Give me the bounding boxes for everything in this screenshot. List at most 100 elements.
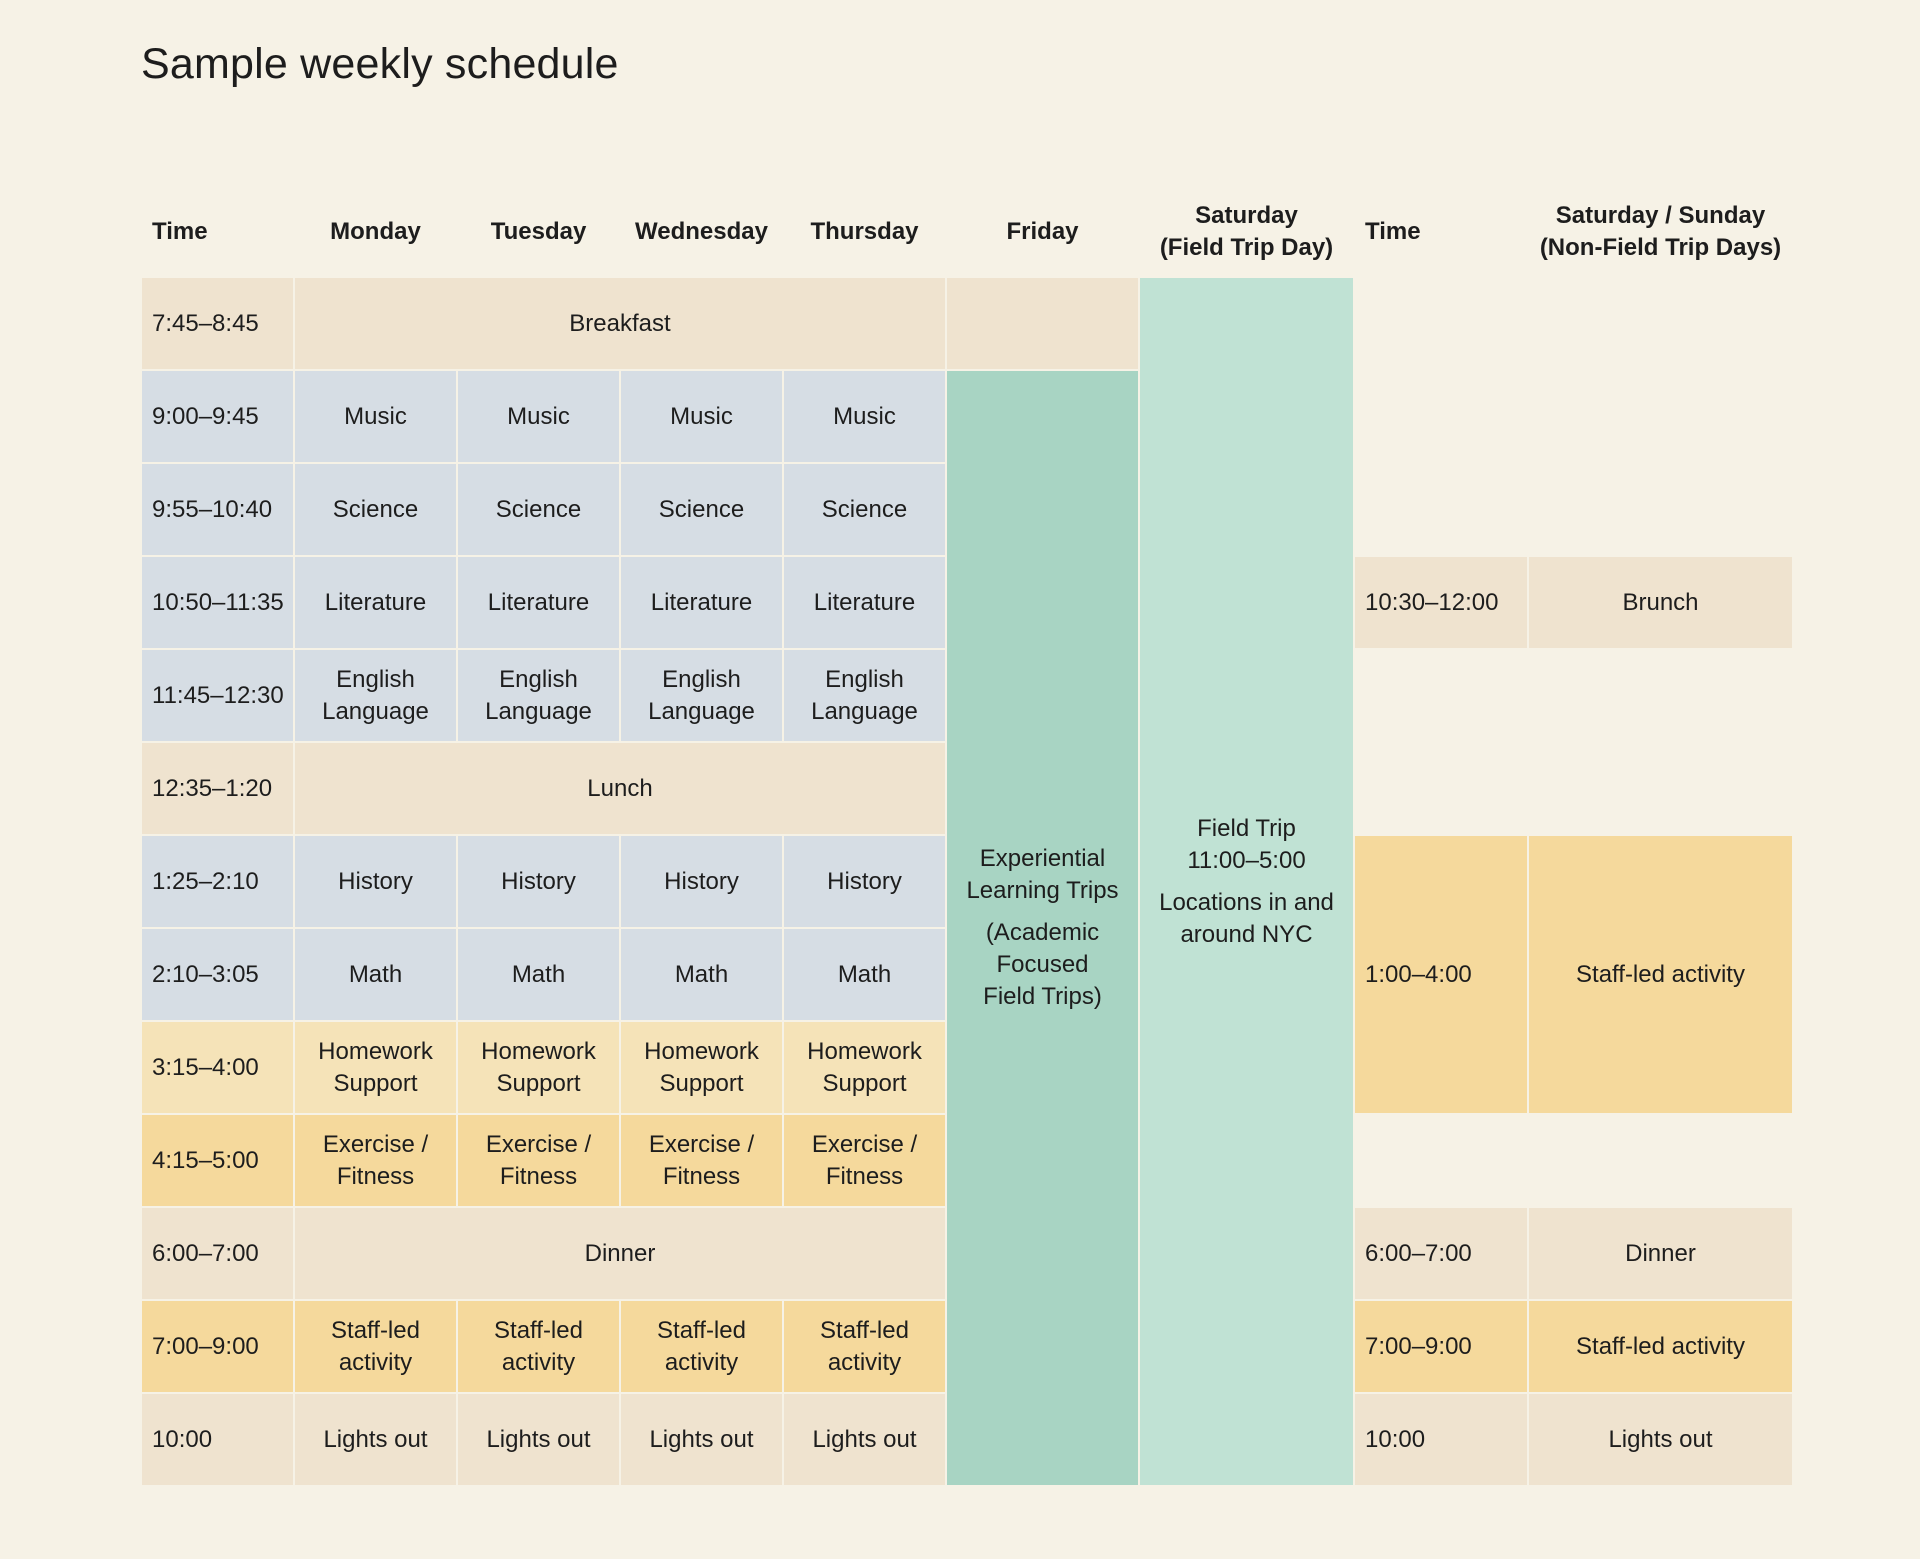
weekend-time-cell: 1:00–4:00 — [1355, 836, 1527, 1113]
schedule-cell: Lights out — [458, 1394, 619, 1485]
time-cell: 6:00–7:00 — [142, 1208, 293, 1299]
time-cell: 9:00–9:45 — [142, 371, 293, 462]
schedule-cell-line: Homework — [807, 1037, 922, 1065]
weekend-activity-cell: Lights out — [1529, 1394, 1792, 1485]
schedule-cell-line: activity — [664, 1348, 739, 1376]
time-cell: 9:55–10:40 — [142, 464, 293, 555]
breakfast-cell: Breakfast — [295, 278, 945, 369]
schedule-cell-line: Language — [648, 697, 755, 725]
schedule-cell-line: activity — [338, 1348, 413, 1376]
schedule-cell: Staff-led activity — [621, 1301, 782, 1392]
schedule-cell-line: Homework — [318, 1037, 433, 1065]
schedule-cell: Literature — [295, 557, 456, 648]
header-weekend: Saturday / Sunday (Non-Field Trip Days) — [1529, 184, 1792, 276]
friday-line4: Focused — [996, 951, 1089, 978]
schedule-cell: Staff-led activity — [295, 1301, 456, 1392]
schedule-cell: Staff-led activity — [784, 1301, 945, 1392]
header-saturday-line2: (Field Trip Day) — [1159, 234, 1334, 261]
schedule-cell: Science — [784, 464, 945, 555]
friday-line3: (Academic — [985, 919, 1100, 946]
schedule-cell-line: activity — [827, 1348, 902, 1376]
schedule-cell-line: Support — [822, 1069, 907, 1097]
schedule-cell: Homework Support — [458, 1022, 619, 1113]
schedule-cell-line: Exercise / — [322, 1130, 429, 1158]
schedule-cell: History — [458, 836, 619, 927]
schedule-cell: Literature — [784, 557, 945, 648]
page-title: Sample weekly schedule — [141, 40, 619, 88]
friday-line1: Experiential — [979, 845, 1106, 872]
schedule-cell-line: Fitness — [825, 1162, 904, 1190]
schedule-cell: Homework Support — [621, 1022, 782, 1113]
header-tuesday: Tuesday — [490, 218, 587, 245]
time-cell: 11:45–12:30 — [142, 650, 293, 741]
schedule-cell: History — [784, 836, 945, 927]
weekend-activity-cell: Staff-led activity — [1529, 1301, 1792, 1392]
header-saturday: Saturday (Field Trip Day) — [1140, 184, 1353, 276]
schedule-cell: Math — [784, 929, 945, 1020]
schedule-cell: Science — [295, 464, 456, 555]
schedule-cell: Science — [621, 464, 782, 555]
saturday-line4: around NYC — [1180, 920, 1313, 948]
schedule-cell: Homework Support — [295, 1022, 456, 1113]
saturday-line1: Field Trip — [1197, 814, 1296, 842]
header-weekend-line1: Saturday / Sunday — [1555, 202, 1766, 229]
weekend-time-cell: 10:30–12:00 — [1355, 557, 1527, 648]
header-monday: Monday — [330, 218, 421, 245]
weekend-time-cell: 6:00–7:00 — [1355, 1208, 1527, 1299]
time-cell: 10:00 — [142, 1394, 293, 1485]
schedule-cell: Science — [458, 464, 619, 555]
schedule-cell: Staff-led activity — [458, 1301, 619, 1392]
schedule-cell-line: Staff-led — [820, 1316, 909, 1344]
weekend-time-cell: 10:00 — [1355, 1394, 1527, 1485]
schedule-cell-line: Language — [322, 697, 429, 725]
header-thursday: Thursday — [810, 218, 919, 245]
saturday-field-trip: Field Trip 11:00–5:00 Locations in and a… — [1140, 278, 1353, 1485]
schedule-cell: History — [621, 836, 782, 927]
schedule-cell-line: Support — [659, 1069, 744, 1097]
schedule-cell-line: activity — [501, 1348, 576, 1376]
weekly-schedule-table: Time Monday Tuesday Wednesday Thursday F… — [142, 184, 1792, 1485]
friday-line2: Learning Trips — [966, 877, 1119, 904]
schedule-cell: Exercise / Fitness — [295, 1115, 456, 1206]
schedule-cell: Exercise / Fitness — [784, 1115, 945, 1206]
schedule-cell: Math — [295, 929, 456, 1020]
schedule-cell: Homework Support — [784, 1022, 945, 1113]
schedule-cell-line: Exercise / — [811, 1130, 918, 1158]
friday-breakfast-cell — [947, 278, 1138, 369]
schedule-cell: English Language — [784, 650, 945, 741]
schedule-cell-line: Staff-led — [494, 1316, 583, 1344]
schedule-cell: Music — [621, 371, 782, 462]
time-cell: 3:15–4:00 — [142, 1022, 293, 1113]
time-cell: 1:25–2:10 — [142, 836, 293, 927]
schedule-cell: Math — [621, 929, 782, 1020]
schedule-cell: Exercise / Fitness — [621, 1115, 782, 1206]
schedule-cell-line: English — [662, 665, 741, 693]
schedule-cell: Lights out — [621, 1394, 782, 1485]
schedule-cell-line: Exercise / — [485, 1130, 592, 1158]
saturday-line2: 11:00–5:00 — [1187, 846, 1306, 874]
time-cell: 2:10–3:05 — [142, 929, 293, 1020]
schedule-cell-line: Staff-led — [331, 1316, 420, 1344]
header-wednesday: Wednesday — [635, 218, 768, 245]
time-cell: 12:35–1:20 — [142, 743, 293, 834]
weekend-time-cell: 7:00–9:00 — [1355, 1301, 1527, 1392]
schedule-cell-line: English — [336, 665, 415, 693]
schedule-cell: Literature — [621, 557, 782, 648]
schedule-cell-line: Exercise / — [648, 1130, 755, 1158]
schedule-cell: Lights out — [784, 1394, 945, 1485]
schedule-cell: Music — [784, 371, 945, 462]
schedule-cell: Music — [458, 371, 619, 462]
schedule-cell: Music — [295, 371, 456, 462]
header-weekend-line2: (Non-Field Trip Days) — [1539, 234, 1782, 261]
time-cell: 7:00–9:00 — [142, 1301, 293, 1392]
header-weekend-time: Time — [1365, 218, 1421, 245]
friday-field-trips: Experiential Learning Trips (Academic Fo… — [947, 371, 1138, 1485]
dinner-cell: Dinner — [295, 1208, 945, 1299]
header-friday: Friday — [1006, 218, 1079, 245]
schedule-cell: Math — [458, 929, 619, 1020]
schedule-cell-line: Fitness — [336, 1162, 415, 1190]
time-cell: 4:15–5:00 — [142, 1115, 293, 1206]
weekend-activity-cell: Dinner — [1529, 1208, 1792, 1299]
time-cell: 10:50–11:35 — [142, 557, 293, 648]
lunch-cell: Lunch — [295, 743, 945, 834]
